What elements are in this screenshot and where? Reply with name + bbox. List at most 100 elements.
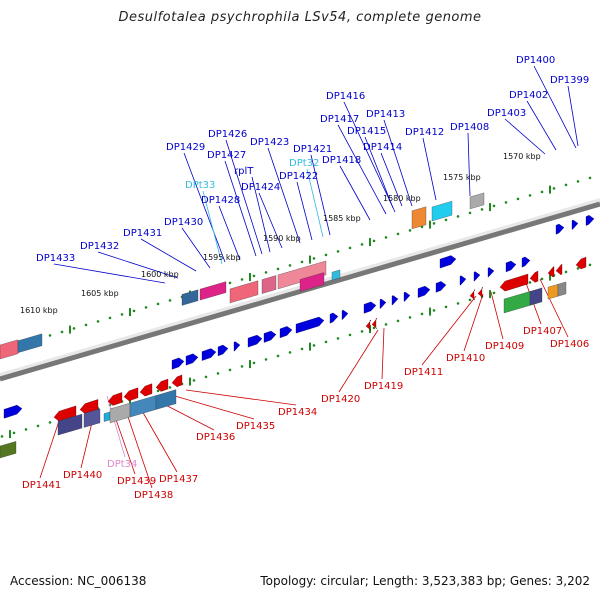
gene-label[interactable]: DP1421: [293, 144, 332, 155]
track-dot: [48, 421, 52, 424]
track-dot: [324, 340, 328, 344]
track-dot: [240, 365, 244, 368]
leader-line: [39, 417, 61, 479]
reverse-gene-arrow: [139, 383, 153, 397]
track-dot: [576, 180, 580, 183]
track-dot: [360, 330, 364, 333]
gene-block: [0, 441, 17, 459]
leader-line: [467, 132, 471, 197]
gene-label[interactable]: DP1414: [363, 142, 402, 153]
track-dot: [168, 299, 172, 302]
leader-line: [567, 85, 579, 147]
track-dot: [372, 326, 376, 330]
track-dot: [528, 281, 532, 284]
leader-line: [97, 251, 179, 279]
gene-label[interactable]: DP1413: [366, 109, 405, 120]
gene-label[interactable]: DP1438: [134, 490, 173, 501]
gene-label[interactable]: DP1418: [322, 155, 361, 166]
track-dot: [132, 309, 136, 313]
leader-line: [167, 393, 255, 420]
gene-label[interactable]: DPt34: [107, 459, 137, 470]
scale-tracks: [0, 176, 592, 439]
gene-label[interactable]: rplT: [234, 166, 254, 177]
gene-label[interactable]: DP1410: [446, 353, 485, 364]
gene-label[interactable]: DP1435: [236, 421, 275, 432]
gene-label[interactable]: DP1434: [278, 407, 317, 418]
reverse-gene-arrow: [575, 256, 587, 270]
gene-label[interactable]: DP1423: [250, 137, 289, 148]
gene-label[interactable]: DP1426: [208, 129, 247, 140]
gene-block: [155, 389, 177, 410]
gene-block: [299, 272, 325, 292]
gene-label[interactable]: DP1436: [196, 432, 235, 443]
gene-label[interactable]: DP1402: [509, 90, 548, 101]
gene-label[interactable]: DP1407: [523, 326, 562, 337]
gene-label[interactable]: DP1432: [80, 241, 119, 252]
gene-label[interactable]: DP1400: [516, 55, 555, 66]
leader-line: [421, 295, 477, 366]
gene-label[interactable]: DP1429: [166, 142, 205, 153]
forward-gene-arrow: [487, 267, 495, 278]
gene-label[interactable]: DP1431: [123, 228, 162, 239]
track-dot: [408, 316, 412, 319]
reverse-gene-arrow: [555, 263, 563, 276]
gene-label[interactable]: DP1441: [22, 480, 61, 491]
track-dot: [588, 176, 592, 180]
leader-line: [490, 291, 504, 340]
leader-line: [136, 401, 178, 473]
gene-label[interactable]: DP1408: [450, 122, 489, 133]
leader-line: [296, 181, 313, 241]
track-dot: [432, 309, 436, 312]
forward-gene-arrow: [505, 260, 517, 273]
forward-gene-arrow: [521, 256, 531, 268]
reverse-gene-arrow: [155, 378, 169, 392]
track-dot: [48, 334, 52, 337]
track-dot: [228, 281, 232, 285]
gene-label[interactable]: DP1417: [320, 114, 359, 125]
gene-label[interactable]: DP1427: [207, 150, 246, 161]
reverse-gene-arrow: [477, 287, 484, 298]
track-dot: [156, 302, 160, 306]
gene-label[interactable]: DP1437: [159, 474, 198, 485]
gene-label[interactable]: DP1422: [279, 171, 318, 182]
forward-gene-arrow: [459, 275, 467, 286]
leader-line: [310, 154, 331, 236]
gene-label[interactable]: DP1420: [321, 394, 360, 405]
gene-label[interactable]: DPt32: [289, 158, 319, 169]
gene-label[interactable]: DP1406: [550, 339, 589, 350]
leader-line: [225, 139, 263, 255]
gene-block: [331, 269, 341, 281]
gene-label[interactable]: DP1403: [487, 108, 526, 119]
track-dot: [312, 257, 316, 260]
gene-label[interactable]: DPt33: [185, 180, 215, 191]
track-dot: [312, 344, 316, 347]
forward-gene-arrow: [403, 291, 411, 302]
track-dot: [192, 379, 196, 382]
leader-line: [381, 327, 385, 380]
track-dot: [108, 316, 112, 320]
gene-label[interactable]: DP1424: [241, 182, 280, 193]
gene-label[interactable]: DP1430: [164, 217, 203, 228]
label-leader-lines: [39, 65, 579, 489]
gene-label[interactable]: DP1440: [63, 470, 102, 481]
gene-label[interactable]: DP1409: [485, 341, 524, 352]
forward-gene-arrow: [3, 404, 23, 419]
gene-label[interactable]: DP1439: [117, 476, 156, 487]
track-dot: [24, 428, 28, 431]
track-dot: [264, 358, 268, 361]
track-dot: [444, 218, 448, 222]
gene-label[interactable]: DP1428: [201, 195, 240, 206]
reverse-gene-arrow: [547, 266, 555, 278]
gene-label[interactable]: DP1415: [347, 126, 386, 137]
gene-label[interactable]: DP1411: [404, 367, 443, 378]
gene-block: [109, 402, 131, 424]
track-dot: [492, 291, 496, 295]
reverse-gene-arrow: [171, 374, 183, 388]
gene-label[interactable]: DP1416: [326, 91, 365, 102]
track-dot: [360, 243, 364, 246]
gene-label[interactable]: DP1412: [405, 127, 444, 138]
gene-label[interactable]: DP1399: [550, 75, 589, 86]
gene-label[interactable]: DP1419: [364, 381, 403, 392]
leader-line: [183, 152, 226, 263]
gene-label[interactable]: DP1433: [36, 253, 75, 264]
